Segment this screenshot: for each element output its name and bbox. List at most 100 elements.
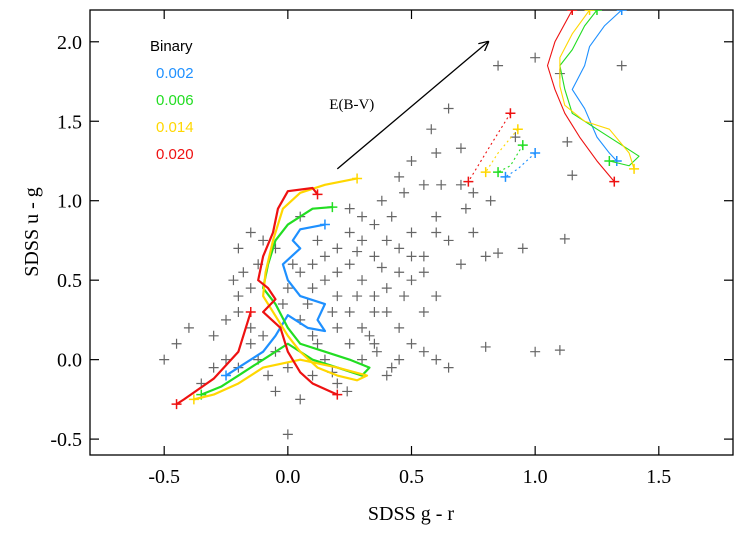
scatter-point bbox=[406, 155, 417, 166]
scatter-point bbox=[312, 235, 323, 246]
scatter-point bbox=[221, 314, 232, 325]
track-end-marker bbox=[480, 167, 491, 178]
scatter-point bbox=[431, 227, 442, 238]
scatter-point bbox=[443, 362, 454, 373]
scatter-point bbox=[302, 299, 313, 310]
scatter-point bbox=[418, 251, 429, 262]
scatter-point bbox=[277, 299, 288, 310]
scatter-point bbox=[344, 259, 355, 270]
scatter-point bbox=[386, 362, 397, 373]
x-axis-label: SDSS g - r bbox=[368, 503, 454, 525]
track-end-marker bbox=[312, 189, 323, 200]
scatter-point bbox=[263, 370, 274, 381]
scatter-point bbox=[282, 362, 293, 373]
plot-area bbox=[159, 10, 640, 440]
track-end-marker bbox=[584, 10, 595, 15]
scatter-point bbox=[342, 386, 353, 397]
legend-entry: 0.014 bbox=[156, 119, 194, 136]
scatter-point bbox=[270, 386, 281, 397]
scatter-point bbox=[233, 291, 244, 302]
scatter-point bbox=[431, 211, 442, 222]
scatter-point bbox=[344, 306, 355, 317]
scatter-point bbox=[468, 187, 479, 198]
scatter-point bbox=[357, 354, 368, 365]
scatter-point bbox=[426, 124, 437, 135]
scatter-point bbox=[394, 243, 405, 254]
scatter-point bbox=[295, 394, 306, 405]
scatter-point bbox=[530, 346, 541, 357]
scatter-point bbox=[394, 322, 405, 333]
scatter-point bbox=[381, 235, 392, 246]
scatter-point bbox=[381, 370, 392, 381]
model-track bbox=[546, 10, 615, 182]
scatter-point bbox=[159, 354, 170, 365]
x-tick-label: 0.5 bbox=[399, 466, 424, 488]
scatter-point bbox=[468, 227, 479, 238]
scatter-point bbox=[307, 283, 318, 294]
scatter-point bbox=[369, 251, 380, 262]
reddening-arrow bbox=[336, 42, 488, 170]
scatter-point bbox=[221, 354, 232, 365]
track-end-marker bbox=[332, 389, 343, 400]
scatter-point bbox=[258, 330, 269, 341]
track-end-marker bbox=[530, 148, 541, 159]
track-end-marker bbox=[171, 399, 182, 410]
scatter-point bbox=[369, 219, 380, 230]
track-end-marker bbox=[327, 202, 338, 213]
model-track bbox=[257, 186, 338, 396]
scatter-point bbox=[443, 235, 454, 246]
model-track bbox=[193, 177, 369, 401]
scatter-point bbox=[376, 195, 387, 206]
x-tick-label: -0.5 bbox=[148, 466, 180, 488]
scatter-point bbox=[183, 322, 194, 333]
scatter-point bbox=[233, 243, 244, 254]
scatter-point bbox=[562, 136, 573, 147]
scatter-point bbox=[319, 251, 330, 262]
y-tick-label: 0.0 bbox=[57, 350, 82, 372]
model-track bbox=[200, 205, 371, 396]
scatter-point bbox=[208, 330, 219, 341]
scatter-point bbox=[480, 341, 491, 352]
scatter-point bbox=[295, 267, 306, 278]
scatter-point bbox=[287, 259, 298, 270]
scatter-point bbox=[369, 291, 380, 302]
scatter-point bbox=[357, 211, 368, 222]
scatter-point bbox=[312, 338, 323, 349]
scatter-point bbox=[406, 227, 417, 238]
track-end-marker bbox=[500, 171, 511, 182]
scatter-point bbox=[559, 233, 570, 244]
x-tick-label: 1.0 bbox=[523, 466, 548, 488]
track-end-marker bbox=[517, 140, 528, 151]
scatter-point bbox=[352, 291, 363, 302]
track-end-marker bbox=[463, 176, 474, 187]
scatter-point bbox=[517, 243, 528, 254]
scatter-point bbox=[485, 195, 496, 206]
scatter-point bbox=[493, 248, 504, 259]
track-end-marker bbox=[493, 167, 504, 178]
track-end-marker bbox=[188, 394, 199, 405]
scatter-point bbox=[369, 306, 380, 317]
scatter-point bbox=[245, 338, 256, 349]
scatter-point bbox=[376, 262, 387, 273]
model-track bbox=[559, 10, 640, 167]
scatter-point bbox=[431, 354, 442, 365]
track-end-marker bbox=[609, 176, 620, 187]
scatter-point bbox=[369, 338, 380, 349]
scatter-point bbox=[436, 179, 447, 190]
scatter-point bbox=[406, 338, 417, 349]
model-track bbox=[467, 113, 511, 182]
scatter-point bbox=[352, 246, 363, 257]
x-tick-label: 0.0 bbox=[275, 466, 300, 488]
scatter-point bbox=[208, 362, 219, 373]
scatter-point bbox=[386, 211, 397, 222]
scatter-point bbox=[455, 259, 466, 270]
scatter-point bbox=[327, 306, 338, 317]
scatter-point bbox=[567, 170, 578, 181]
track-end-marker bbox=[221, 370, 232, 381]
scatter-point bbox=[171, 338, 182, 349]
scatter-point bbox=[282, 283, 293, 294]
scatter-point bbox=[616, 60, 627, 71]
model-track bbox=[485, 128, 519, 173]
scatter-point bbox=[307, 370, 318, 381]
